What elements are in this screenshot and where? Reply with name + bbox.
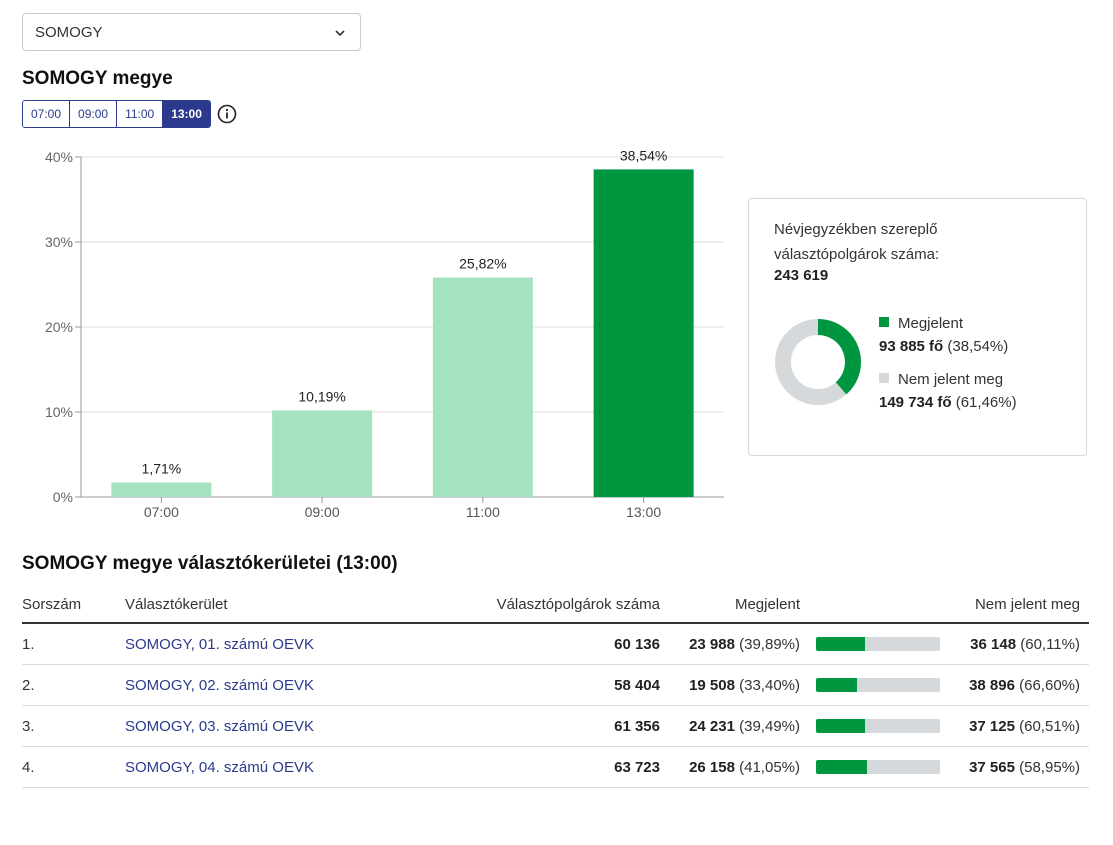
bar: [111, 482, 212, 497]
bar-value-label: 25,82%: [459, 256, 506, 272]
district-link[interactable]: SOMOGY, 04. számú OEVK: [125, 758, 314, 776]
row-absent-pct: (66,60%): [1019, 676, 1080, 694]
row-no: 4.: [22, 758, 35, 776]
summary-card: Névjegyzékben szereplő választópolgárok …: [748, 198, 1087, 456]
y-tick-label: 10%: [45, 404, 73, 420]
x-tick-label: 07:00: [144, 504, 179, 520]
row-absent: 37 125: [969, 717, 1015, 735]
header-absent: Nem jelent meg: [974, 596, 1080, 613]
table-header: Sorszám Választókerület Választópolgárok…: [22, 588, 1089, 624]
row-no: 1.: [22, 635, 35, 653]
turnout-bar-chart: 0% 10% 20% 30% 40% 1,71% 07:00 10,19% 09:00 25,82…: [45, 147, 724, 520]
county-select[interactable]: SOMOGY: [22, 13, 361, 51]
row-voters: 58 404: [614, 676, 660, 694]
row-present: 24 231: [689, 717, 735, 735]
row-absent-pct: (58,95%): [1019, 758, 1080, 776]
row-absent: 37 565: [969, 758, 1015, 776]
present-pct: (38,54%): [947, 338, 1009, 355]
turnout-progress-fill: [816, 678, 858, 692]
legend-present-label: Megjelent: [898, 315, 964, 332]
x-tick-label: 11:00: [466, 504, 500, 520]
district-link[interactable]: SOMOGY, 03. számú OEVK: [125, 717, 314, 735]
row-absent-pct: (60,11%): [1020, 635, 1080, 653]
absent-pct: (61,46%): [955, 394, 1017, 411]
legend-absent-swatch: [879, 373, 889, 383]
legend-absent-label: Nem jelent meg: [898, 371, 1004, 388]
time-button-group: 07:00 09:00 11:00 13:00: [22, 100, 211, 128]
row-voters: 60 136: [614, 635, 660, 653]
y-tick-label: 30%: [45, 234, 73, 250]
page-title: SOMOGY megye: [22, 68, 173, 89]
table-row: 1. SOMOGY, 01. számú OEVK 60 136 23 988 …: [22, 624, 1089, 665]
turnout-progress-bar: [816, 719, 940, 733]
header-district: Választókerület: [125, 596, 228, 613]
row-no: 2.: [22, 676, 35, 694]
absent-count: 149 734 fő: [879, 394, 952, 411]
bar-value-label: 38,54%: [620, 147, 667, 163]
turnout-progress-bar: [816, 637, 940, 651]
x-tick-label: 09:00: [305, 504, 340, 520]
bar: [593, 169, 694, 497]
row-present-pct: (41,05%): [739, 758, 800, 776]
row-voters: 63 723: [614, 758, 660, 776]
row-absent-pct: (60,51%): [1019, 717, 1080, 735]
turnout-progress-fill: [816, 637, 866, 651]
bar: [432, 277, 533, 497]
legend-present: Megjelent 93 885 fő (38,54%): [879, 315, 1008, 355]
chevron-down-icon: [335, 30, 345, 37]
turnout-progress-fill: [816, 760, 867, 774]
registered-voters-label: Névjegyzékben szereplő választópolgárok …: [774, 221, 940, 263]
donut-present-segment: [817, 319, 861, 395]
time-button-1300[interactable]: 13:00: [163, 101, 210, 127]
row-absent: 38 896: [969, 676, 1015, 694]
bar: [272, 410, 373, 497]
bar-value-label: 10,19%: [298, 388, 345, 404]
turnout-progress-bar: [816, 760, 940, 774]
row-present: 23 988: [689, 635, 735, 653]
row-no: 3.: [22, 717, 35, 735]
row-voters: 61 356: [614, 717, 660, 735]
table-row: 3. SOMOGY, 03. számú OEVK 61 356 24 231 …: [22, 706, 1089, 747]
legend-absent: Nem jelent meg 149 734 fő (61,46%): [879, 371, 1017, 411]
info-icon[interactable]: [217, 104, 237, 124]
districts-table: Sorszám Választókerület Választópolgárok…: [22, 588, 1089, 788]
row-present-pct: (39,49%): [739, 717, 800, 735]
header-present: Megjelent: [734, 596, 800, 613]
legend-present-swatch: [879, 317, 889, 327]
table-row: 2. SOMOGY, 02. számú OEVK 58 404 19 508 …: [22, 665, 1089, 706]
turnout-progress-bar: [816, 678, 940, 692]
turnout-donut-chart: [775, 319, 861, 405]
row-present: 19 508: [689, 676, 735, 694]
row-present-pct: (33,40%): [739, 676, 800, 694]
districts-title: SOMOGY megye választókerületei (13:00): [22, 553, 398, 574]
time-button-0900[interactable]: 09:00: [70, 101, 118, 127]
present-count: 93 885 fő: [879, 338, 944, 355]
row-present-pct: (39,89%): [739, 635, 800, 653]
time-button-0700[interactable]: 07:00: [23, 101, 71, 127]
registered-voters-total: 243 619: [774, 267, 829, 284]
county-select-value: SOMOGY: [35, 23, 103, 41]
table-row: 4. SOMOGY, 04. számú OEVK 63 723 26 158 …: [22, 747, 1089, 788]
y-tick-label: 20%: [45, 319, 73, 335]
row-present: 26 158: [689, 758, 735, 776]
header-voters: Választópolgárok száma: [496, 596, 660, 613]
district-link[interactable]: SOMOGY, 01. számú OEVK: [125, 635, 314, 653]
district-link[interactable]: SOMOGY, 02. számú OEVK: [125, 676, 314, 694]
bar-value-label: 1,71%: [142, 460, 182, 476]
time-button-1100[interactable]: 11:00: [117, 101, 164, 127]
y-tick-label: 0%: [53, 489, 73, 505]
turnout-progress-fill: [816, 719, 865, 733]
x-tick-label: 13:00: [626, 504, 661, 520]
y-tick-label: 40%: [45, 149, 73, 165]
row-absent: 36 148: [970, 635, 1017, 653]
header-no: Sorszám: [22, 596, 82, 613]
